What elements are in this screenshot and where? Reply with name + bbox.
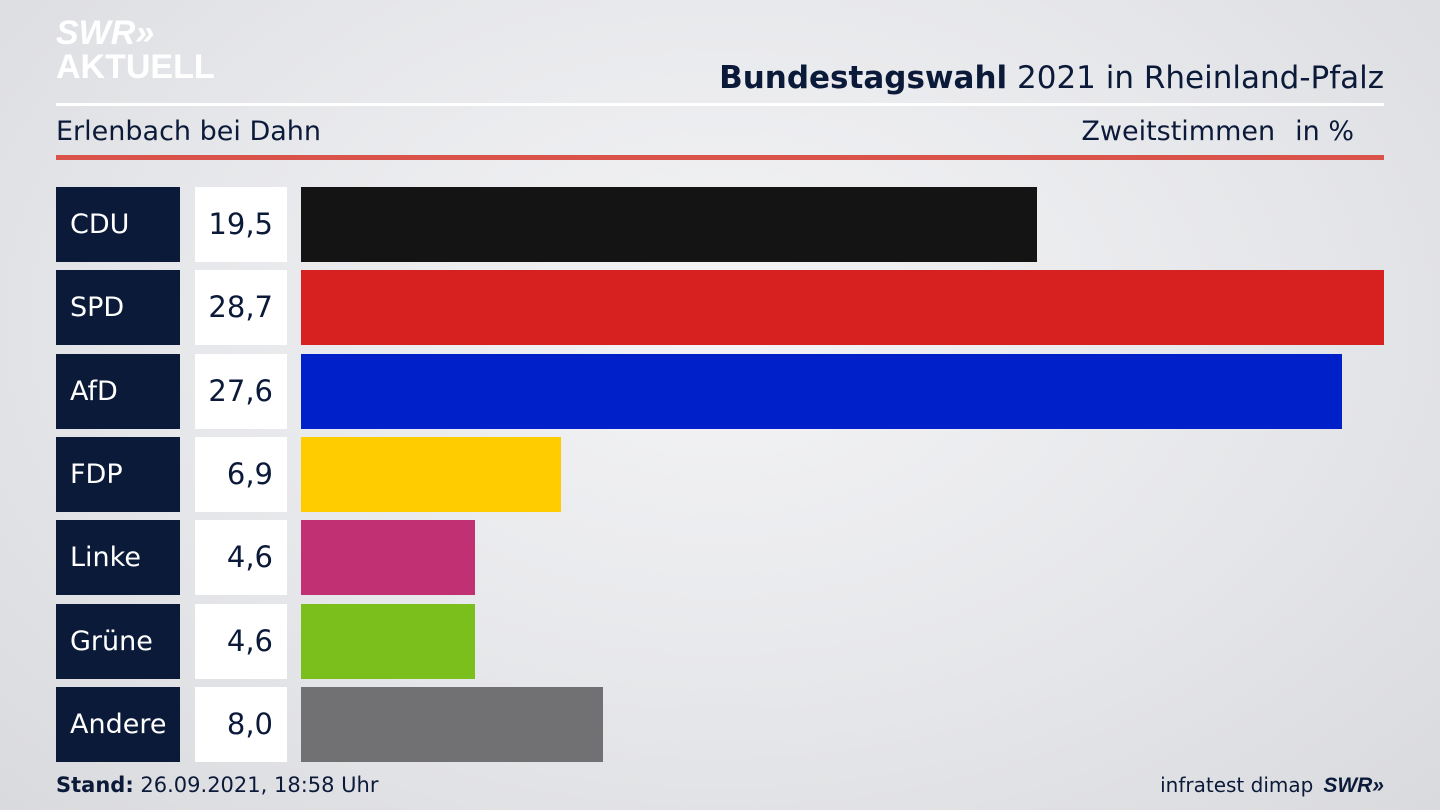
title-rest: 2021 in Rheinland-Pfalz [1007, 60, 1384, 96]
unit-text: in % [1295, 116, 1354, 147]
stand-value: 26.09.2021, 18:58 Uhr [133, 773, 379, 797]
header-divider [56, 103, 1384, 106]
party-label: Andere [56, 687, 180, 762]
bar [301, 270, 1384, 345]
value-label: 8,0 [195, 687, 287, 762]
bar-row: FDP 6,9 [56, 437, 1384, 512]
source-text: infratest dimap [1160, 773, 1314, 797]
bar-row: CDU 19,5 [56, 187, 1384, 262]
party-label: CDU [56, 187, 180, 262]
swr-aktuell-logo: SWR» AKTUELL [56, 16, 215, 84]
bar [301, 520, 475, 595]
value-label: 27,6 [195, 354, 287, 429]
party-label: AfD [56, 354, 180, 429]
value-label: 6,9 [195, 437, 287, 512]
bar-row: AfD 27,6 [56, 354, 1384, 429]
timestamp: Stand: 26.09.2021, 18:58 Uhr [56, 770, 379, 800]
party-label: FDP [56, 437, 180, 512]
bar [301, 187, 1037, 262]
metric-label: Zweitstimmen in % [1081, 114, 1354, 150]
value-label: 4,6 [195, 520, 287, 595]
bar [301, 437, 561, 512]
title-bold: Bundestagswahl [719, 60, 1008, 96]
bar [301, 354, 1342, 429]
metric-text: Zweitstimmen [1081, 116, 1276, 147]
logo-line-1: SWR» [56, 14, 155, 52]
party-label: SPD [56, 270, 180, 345]
page-title: Bundestagswahl 2021 in Rheinland-Pfalz [719, 58, 1384, 98]
value-label: 4,6 [195, 604, 287, 679]
bar [301, 687, 603, 762]
value-label: 28,7 [195, 270, 287, 345]
swr-brand-logo: SWR» [1323, 774, 1384, 797]
source-credit: infratest dimap SWR» [1160, 770, 1384, 801]
stand-label: Stand: [56, 773, 134, 797]
party-label: Grüne [56, 604, 180, 679]
bar-row: Andere 8,0 [56, 687, 1384, 762]
subheader-divider [56, 155, 1384, 160]
bar-row: SPD 28,7 [56, 270, 1384, 345]
bar-row: Linke 4,6 [56, 520, 1384, 595]
location-label: Erlenbach bei Dahn [56, 116, 322, 147]
bar-row: Grüne 4,6 [56, 604, 1384, 679]
party-label: Linke [56, 520, 180, 595]
value-label: 19,5 [195, 187, 287, 262]
bar [301, 604, 475, 679]
logo-line-2: AKTUELL [56, 48, 215, 86]
